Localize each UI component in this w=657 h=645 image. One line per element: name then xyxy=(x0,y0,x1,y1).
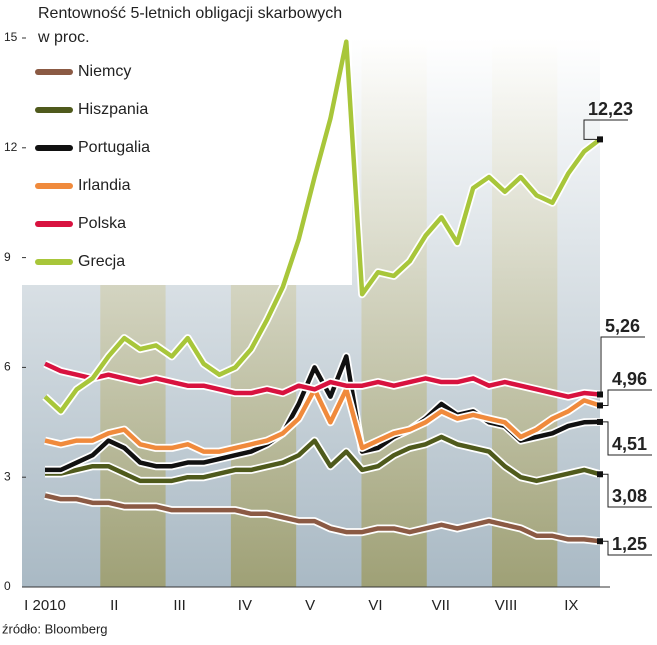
x-tick-label: IX xyxy=(564,597,578,614)
chart-title: Rentowność 5-letnich obligacji skarbowyc… xyxy=(38,5,342,22)
x-tick-label: IV xyxy=(238,597,252,614)
leader-line xyxy=(583,119,628,140)
x-tick-label: VI xyxy=(368,597,382,614)
x-tick-label: III xyxy=(173,597,186,614)
series-line xyxy=(44,387,601,454)
end-marker xyxy=(597,391,603,398)
end-marker xyxy=(597,418,603,425)
value-label: 4,96 xyxy=(612,369,647,389)
legend-label: Portugalia xyxy=(78,139,150,156)
x-tick-label: II xyxy=(110,597,118,614)
leader-line xyxy=(600,473,652,508)
legend-label: Irlandia xyxy=(78,177,131,194)
value-label: 1,25 xyxy=(612,534,647,554)
legend-label: Hiszpania xyxy=(78,101,148,118)
chart-subtitle: w proc. xyxy=(37,29,90,46)
y-tick-label: 12 xyxy=(4,140,18,154)
leader-line xyxy=(600,421,652,456)
series-line xyxy=(44,361,601,399)
x-tick-label: I 2010 xyxy=(24,597,66,614)
end-marker xyxy=(597,538,603,545)
y-tick-label: 15 xyxy=(4,30,18,44)
value-label: 5,26 xyxy=(605,316,640,336)
x-tick-label: VIII xyxy=(495,597,518,614)
x-tick-label: VII xyxy=(432,597,450,614)
x-tick-label: V xyxy=(305,597,315,614)
background xyxy=(22,0,600,587)
value-label: 4,51 xyxy=(612,434,647,454)
series-line xyxy=(44,493,601,544)
y-tick-label: 9 xyxy=(4,250,11,264)
legend-label: Polska xyxy=(78,215,126,232)
series-line xyxy=(43,39,602,414)
y-tick-label: 6 xyxy=(4,360,11,374)
legend-label: Grecja xyxy=(78,253,125,270)
y-tick-label: 0 xyxy=(4,579,11,593)
month-band xyxy=(492,38,558,587)
end-marker xyxy=(597,402,603,409)
source: źródło: Bloomberg xyxy=(2,621,108,636)
legend-label: Niemcy xyxy=(78,63,131,80)
series-line xyxy=(45,434,601,484)
leader-line xyxy=(600,389,652,406)
end-marker xyxy=(597,136,603,143)
value-label: 12,23 xyxy=(588,99,633,119)
end-marker xyxy=(597,471,603,478)
leader-line xyxy=(600,540,652,556)
value-label: 3,08 xyxy=(612,486,647,506)
y-tick-label: 3 xyxy=(4,469,11,483)
month-band xyxy=(361,38,427,587)
